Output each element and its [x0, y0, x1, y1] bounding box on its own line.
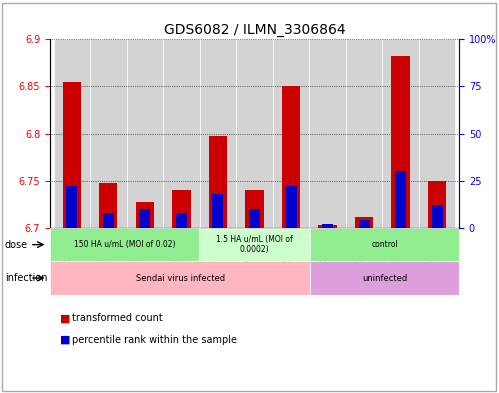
FancyBboxPatch shape — [127, 39, 163, 228]
FancyBboxPatch shape — [53, 39, 90, 228]
FancyBboxPatch shape — [309, 39, 346, 228]
Bar — [139, 209, 150, 228]
Bar — [103, 213, 114, 228]
Text: ■: ■ — [60, 313, 70, 323]
Bar — [176, 213, 187, 228]
Bar — [359, 220, 370, 228]
Text: percentile rank within the sample: percentile rank within the sample — [72, 335, 238, 345]
Text: 1.5 HA u/mL (MOI of
0.0002): 1.5 HA u/mL (MOI of 0.0002) — [216, 235, 293, 254]
Bar — [355, 217, 373, 228]
Bar — [318, 225, 337, 228]
FancyBboxPatch shape — [419, 39, 456, 228]
Bar — [63, 82, 81, 228]
Bar — [99, 183, 117, 228]
Bar — [249, 209, 260, 228]
Bar — [50, 261, 310, 295]
Text: control: control — [371, 240, 398, 249]
Bar — [395, 171, 406, 228]
Text: dose: dose — [5, 240, 28, 250]
Bar — [246, 190, 263, 228]
Text: ■: ■ — [60, 335, 70, 345]
Title: GDS6082 / ILMN_3306864: GDS6082 / ILMN_3306864 — [164, 23, 345, 37]
Bar — [172, 190, 191, 228]
FancyBboxPatch shape — [273, 39, 309, 228]
Bar — [428, 181, 446, 228]
Text: Sendai virus infected: Sendai virus infected — [136, 274, 225, 283]
Bar — [213, 194, 224, 228]
FancyBboxPatch shape — [200, 39, 236, 228]
Text: transformed count: transformed count — [72, 313, 163, 323]
FancyBboxPatch shape — [236, 39, 273, 228]
Bar — [392, 56, 410, 228]
Bar — [432, 205, 443, 228]
Bar — [282, 86, 300, 228]
FancyBboxPatch shape — [346, 39, 382, 228]
Bar — [66, 186, 77, 228]
Bar — [209, 136, 227, 228]
Bar — [199, 228, 310, 261]
Bar — [50, 228, 199, 261]
Text: infection: infection — [5, 273, 47, 283]
Bar — [322, 224, 333, 228]
Text: 150 HA u/mL (MOI of 0.02): 150 HA u/mL (MOI of 0.02) — [73, 240, 175, 249]
FancyBboxPatch shape — [382, 39, 419, 228]
Bar — [285, 186, 296, 228]
FancyBboxPatch shape — [90, 39, 127, 228]
FancyBboxPatch shape — [163, 39, 200, 228]
Bar — [310, 261, 459, 295]
Bar — [136, 202, 154, 228]
Bar — [310, 228, 459, 261]
Text: uninfected: uninfected — [362, 274, 407, 283]
